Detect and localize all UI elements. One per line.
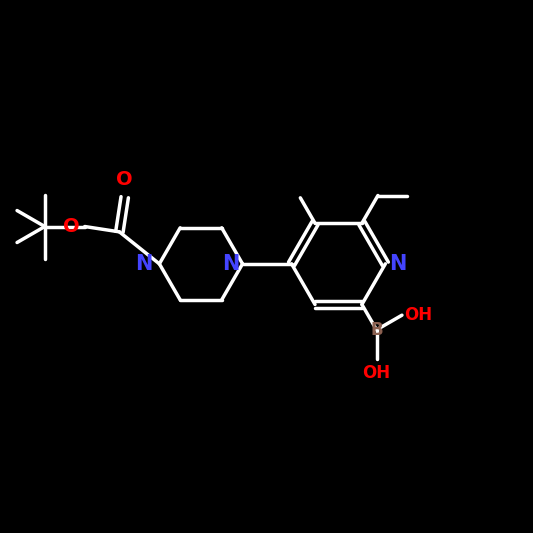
Text: OH: OH bbox=[405, 306, 433, 324]
Text: O: O bbox=[116, 170, 133, 189]
Text: OH: OH bbox=[362, 365, 391, 383]
Text: B: B bbox=[370, 321, 383, 339]
Text: N: N bbox=[222, 254, 240, 274]
Text: O: O bbox=[63, 217, 79, 236]
Text: N: N bbox=[390, 254, 407, 274]
Text: N: N bbox=[135, 254, 153, 274]
